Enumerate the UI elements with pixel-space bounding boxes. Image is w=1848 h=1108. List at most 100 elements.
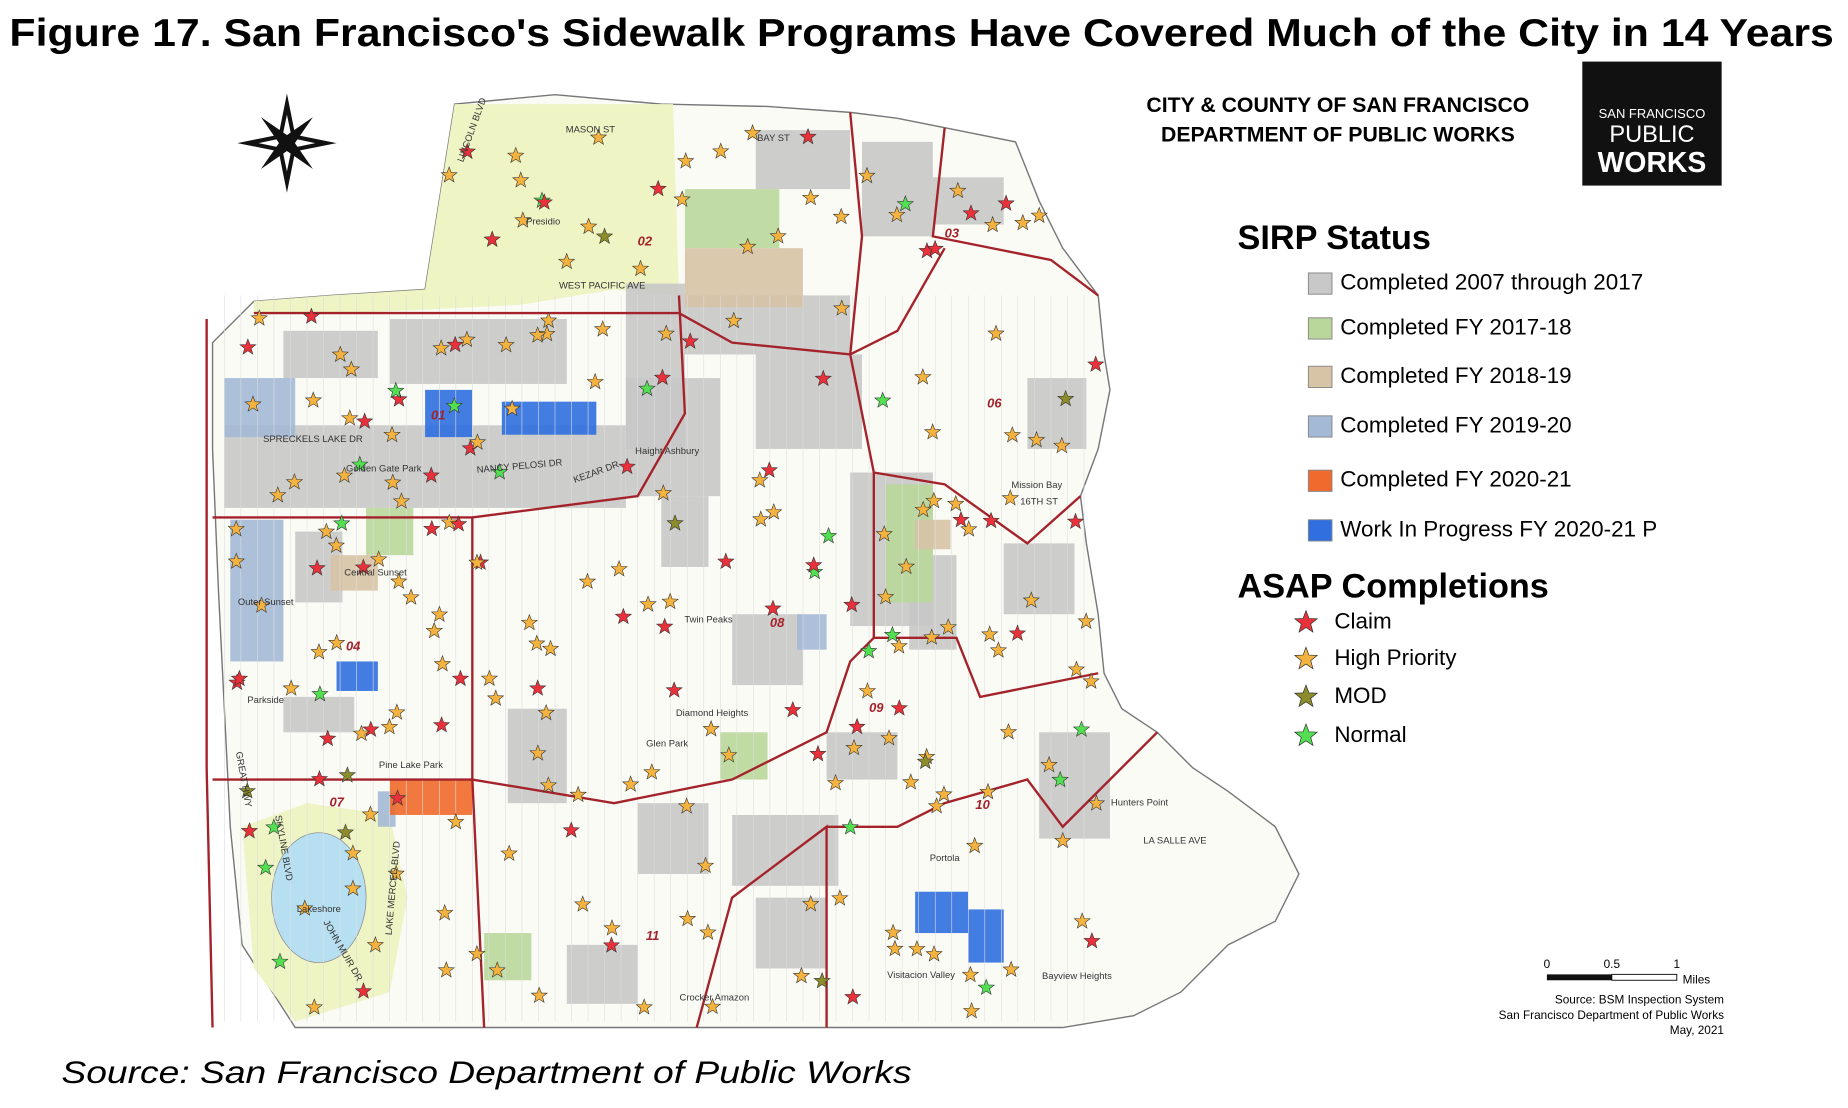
completion-star [435,903,454,921]
program-block [566,944,638,1004]
lake-merced [271,832,367,963]
completion-star [989,641,1008,658]
map-label: BAY ST [757,133,790,144]
completion-star [874,391,892,408]
completion-star [520,613,539,631]
completion-star [997,194,1015,211]
legend-star [1293,723,1319,747]
map-label: Haight Ashbury [635,446,699,457]
completion-star [537,703,555,721]
completion-star [440,513,459,531]
completion-star [1067,660,1086,678]
completion-star [802,895,820,912]
program-block [336,661,378,691]
completion-star [433,654,452,672]
completion-star [468,944,486,962]
legend: SIRP Status ASAP Completions Completed 2… [1238,219,1658,747]
district-number: 06 [987,395,1002,410]
completion-star [886,939,904,957]
completion-star [562,821,580,838]
district-line [472,637,875,805]
map-label: Mission Bay [1011,480,1062,491]
completion-star [610,559,628,577]
completion-star [370,550,388,567]
completion-star [446,335,464,353]
legend-title: SIRP Status [1238,219,1431,257]
completion-star [512,171,530,188]
completion-star [804,556,823,573]
legend-label: Claim [1334,608,1391,633]
completion-star [336,823,355,840]
map-label: Central Sunset [344,567,407,578]
completion-star [308,559,326,576]
program-block [755,354,863,449]
credit-line: May, 2021 [1670,1023,1724,1037]
completion-star [356,412,374,429]
map-label: Lakeshore [297,904,341,915]
legend-swatch [1307,365,1333,388]
map-label: Parkside [247,695,284,706]
completion-star [488,961,506,978]
completion-star [530,986,548,1004]
completion-star [949,181,967,199]
completion-star [752,510,770,527]
completion-star [981,625,999,642]
completion-star [1040,755,1058,773]
program-block [755,130,851,190]
completion-star [833,299,851,316]
legend-label: Completed FY 2019-20 [1340,412,1571,437]
source-note: Source: San Francisco Department of Publ… [61,1054,911,1090]
completion-star [252,596,271,613]
completion-star [923,423,942,440]
completion-star [392,492,411,509]
district-number: 10 [975,797,990,812]
completion-star [1066,512,1085,530]
completion-star [784,701,802,718]
completion-star [965,836,984,854]
completion-star [751,471,769,488]
district-line [471,779,486,1028]
map-label: 16TH ST [1020,497,1058,508]
map-label: LA SALLE AVE [1143,835,1206,846]
completion-star [914,368,932,385]
completion-star [1014,213,1032,231]
completion-star [977,978,995,996]
program-block [968,909,1004,963]
completion-star [1051,770,1069,788]
completion-star [805,562,824,580]
completion-star [712,142,730,159]
completion-star [1054,831,1072,849]
completion-star [925,945,943,962]
program-block [915,519,951,550]
completion-star [799,127,817,145]
completion-star [843,595,861,613]
completion-star [486,689,505,706]
district-line [931,127,1099,297]
completion-star [285,473,304,490]
completion-star [388,703,406,720]
map-label: Twin Peaks [684,615,733,626]
completion-star [890,699,908,716]
completion-star [423,519,441,537]
completion-star [1082,672,1100,689]
completion-star [310,769,329,787]
completion-star [305,998,323,1015]
completion-star [380,717,399,735]
completion-star [344,844,362,861]
completion-star [614,607,633,625]
completion-star [574,895,592,912]
completion-star [1008,624,1027,641]
completion-star [432,339,450,356]
completion-star [240,822,259,839]
completion-star [979,782,997,800]
completion-star [304,391,322,408]
completion-star [227,519,245,537]
map-label: Diamond Heights [676,708,749,719]
completion-star [661,592,679,610]
map-label: MASON ST [566,125,616,136]
completion-star [269,486,287,503]
completion-star [468,433,487,450]
completion-star [449,515,468,532]
